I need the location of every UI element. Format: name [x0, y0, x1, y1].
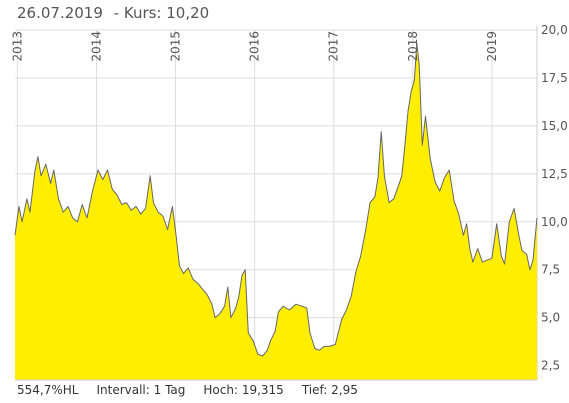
area-layer — [14, 42, 538, 381]
y-tick-label: 10,0 — [541, 215, 568, 229]
chart-header: 26.07.2019 - Kurs: 10,20 — [17, 4, 209, 22]
x-tick-label: 2014 — [89, 31, 103, 62]
tief-label: Tief: 2,95 — [301, 383, 358, 397]
x-tick-label: 2015 — [169, 31, 183, 62]
y-tick-label: 7,5 — [541, 263, 560, 277]
x-tick-label: 2019 — [485, 31, 499, 62]
kurs-label: - Kurs: 10,20 — [113, 4, 210, 22]
hoch-label: Hoch: 19,315 — [203, 383, 284, 397]
price-line — [14, 42, 538, 357]
y-tick-label: 12,5 — [541, 167, 568, 181]
y-tick-label: 17,5 — [541, 71, 568, 85]
y-tick-label: 15,0 — [541, 119, 568, 133]
x-tick-label: 2016 — [248, 31, 262, 62]
date-label: 26.07.2019 — [17, 4, 103, 22]
x-axis-labels: 2013 2014 2015 2016 2017 2018 2019 — [10, 31, 499, 62]
y-tick-label: 2,5 — [541, 359, 560, 373]
y-tick-label: 20,0 — [541, 23, 568, 37]
performance-label: 554,7%HL — [17, 383, 79, 397]
y-axis-labels: 2,5 5,0 7,5 10,0 12,5 15,0 17,5 20,0 — [541, 23, 568, 373]
x-tick-label: 2018 — [406, 31, 420, 62]
intervall-label: Intervall: 1 Tag — [96, 383, 186, 397]
y-tick-label: 5,0 — [541, 311, 560, 325]
chart-footer: 554,7%HL Intervall: 1 Tag Hoch: 19,315 T… — [17, 383, 376, 397]
price-area — [15, 43, 537, 381]
x-tick-label: 2017 — [327, 31, 341, 62]
x-tick-label: 2013 — [10, 31, 24, 62]
